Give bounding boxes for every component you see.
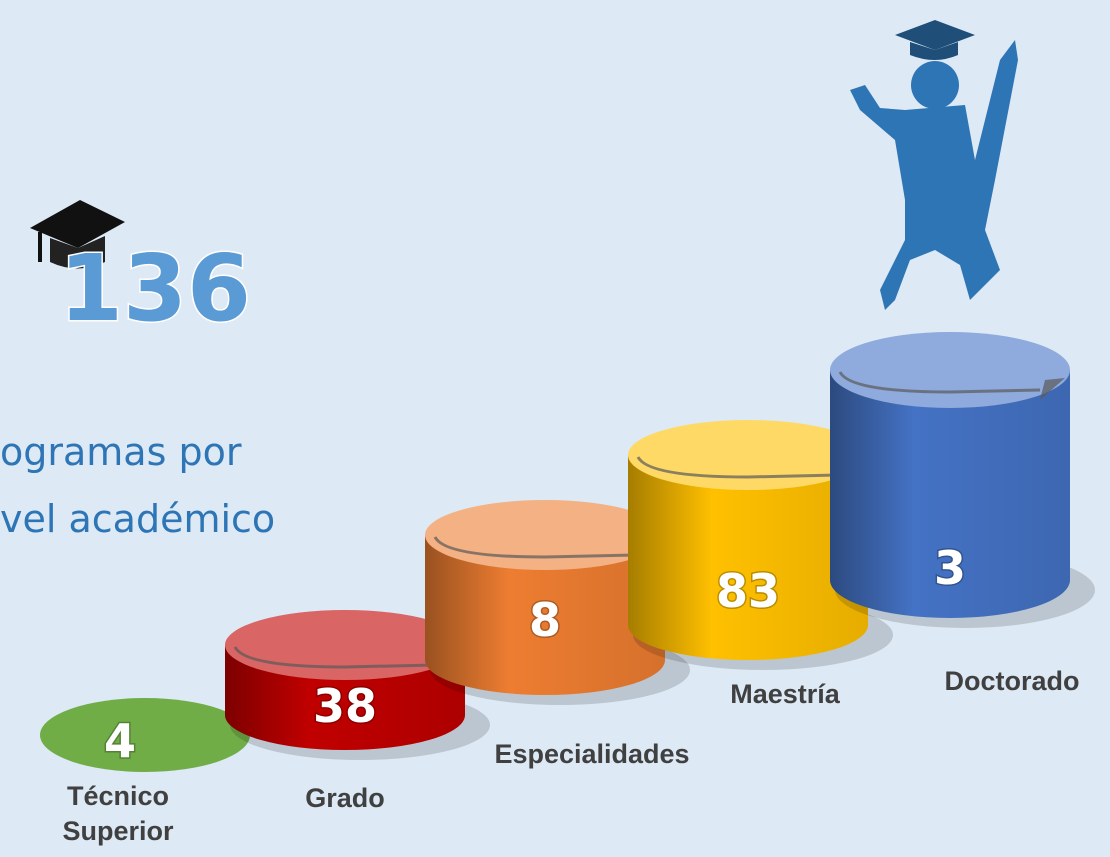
cylinder-arrow [233, 646, 436, 669]
level-label: Grado [305, 783, 385, 813]
level-label: Doctorado [945, 666, 1080, 696]
level-label: Especialidades [494, 739, 689, 769]
subtitle-line: ogramas por [0, 430, 242, 474]
level-disc [40, 698, 250, 772]
level-number: 4 [104, 714, 136, 768]
cylinder-arrow [636, 456, 839, 479]
cylinder-top [225, 610, 465, 680]
cylinder-arrow [433, 536, 636, 559]
total-number: 136 [59, 235, 251, 342]
cylinder-shade [830, 370, 1070, 618]
cylinder-arrow [838, 371, 1041, 394]
level-label: Maestría [730, 679, 841, 709]
cap-icon [30, 200, 125, 269]
cylinder-shade [628, 455, 868, 660]
cylinder-top [425, 500, 665, 570]
cylinder-top [830, 332, 1070, 408]
cylinder-arrowhead [1040, 378, 1065, 400]
cylinder-shade [425, 535, 665, 695]
cylinder-top [628, 420, 868, 490]
graduate-figure [850, 20, 1018, 310]
level-number: 3 [934, 541, 966, 595]
level-label: Técnico [67, 781, 169, 811]
cylinders: 38 8 83 3 [225, 332, 1095, 760]
subtitle-line: vel académico [0, 497, 275, 541]
level-number: 38 [313, 679, 377, 733]
level-number: 8 [529, 593, 561, 647]
level-label: Superior [62, 816, 174, 846]
level-number: 83 [716, 564, 780, 618]
